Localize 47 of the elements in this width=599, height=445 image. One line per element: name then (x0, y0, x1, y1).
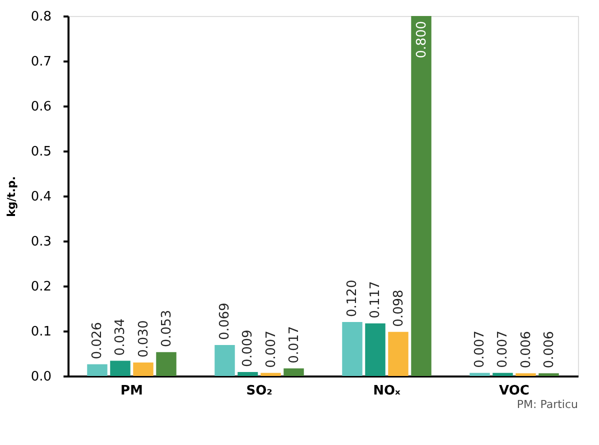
y-tick-label: 0.8 (30, 10, 52, 24)
data-label: 0.017 (286, 326, 302, 364)
bar (133, 362, 154, 376)
data-label: 0.007 (472, 330, 488, 368)
x-tick-label: PM (120, 384, 143, 398)
bar (260, 372, 281, 376)
x-tick-label: VOC (499, 384, 530, 398)
data-label: 0.053 (159, 310, 174, 348)
data-label: 0.026 (90, 322, 106, 360)
bar (492, 372, 513, 376)
data-label: 0.034 (113, 318, 128, 356)
y-tick-label: 0.1 (30, 324, 52, 340)
data-label: 0.006 (542, 331, 557, 368)
bar (87, 364, 108, 376)
y-axis-title: kg/t.p. (4, 176, 18, 217)
data-label: 0.007 (496, 330, 511, 368)
data-label: 0.098 (391, 290, 406, 327)
bar (284, 368, 304, 376)
bar (516, 373, 536, 376)
bar (342, 322, 362, 376)
y-tick-label: 0.7 (30, 54, 52, 70)
bar (110, 360, 130, 376)
bar (411, 16, 432, 376)
bar (388, 332, 408, 376)
x-tick-label: NOₓ (373, 384, 402, 398)
data-label: 0.120 (345, 280, 360, 317)
y-tick-label: 0.2 (30, 280, 52, 294)
text: PM: Particu (516, 398, 578, 411)
y-tick-label: 0.0 (30, 370, 52, 384)
data-label: 0.009 (240, 330, 256, 367)
data-label: 0.030 (136, 320, 152, 358)
y-tick-label: 0.3 (30, 234, 52, 250)
y-tick-label: 0.6 (30, 100, 52, 114)
x-tick-label: SO₂ (246, 384, 272, 398)
y-tick-label: 0.4 (30, 190, 52, 204)
bar (365, 323, 386, 376)
bar (238, 372, 258, 376)
data-label: 0.006 (518, 331, 534, 368)
data-label: 0.117 (368, 281, 384, 318)
data-label: 0.800 (414, 21, 430, 58)
bar (470, 372, 490, 376)
bar (538, 373, 559, 376)
bar (214, 344, 235, 376)
bar (156, 352, 176, 376)
data-label: 0.069 (218, 302, 233, 340)
data-label: 0.007 (264, 330, 279, 368)
y-tick-label: 0.5 (30, 144, 52, 160)
